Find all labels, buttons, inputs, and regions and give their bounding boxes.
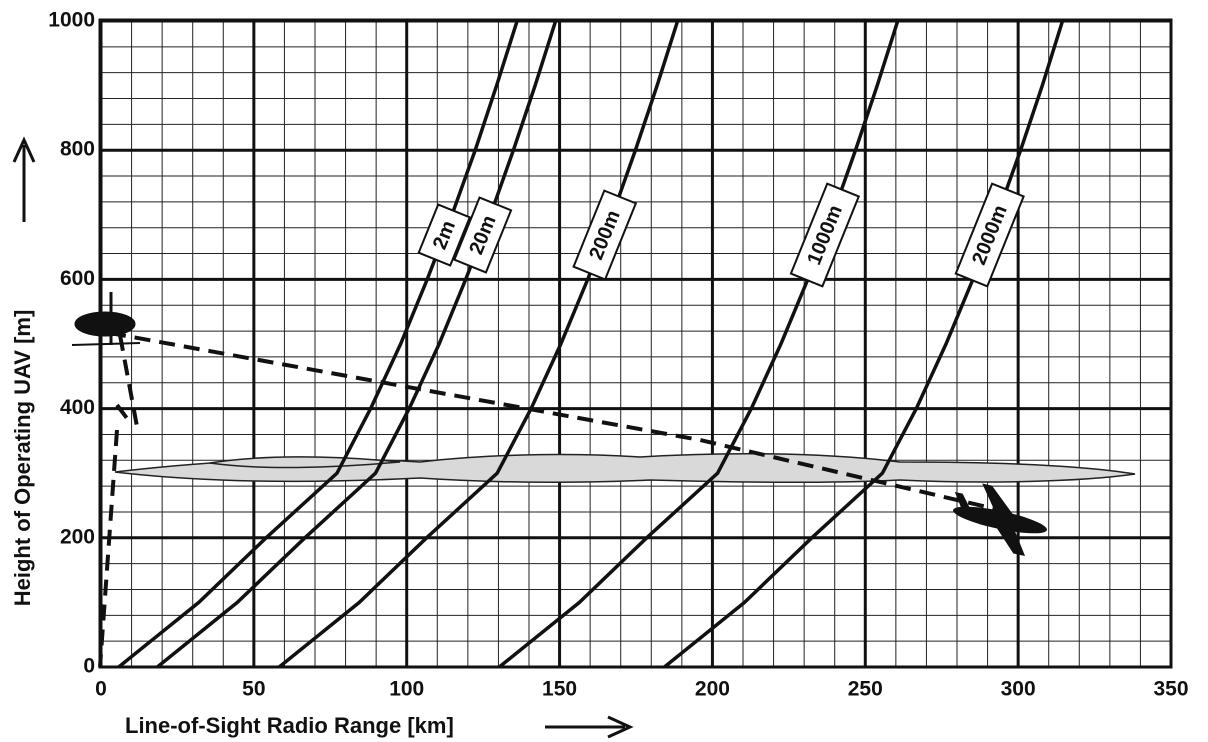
x-tick-label: 100 <box>389 678 424 701</box>
curve-label-group: 200m <box>572 189 638 281</box>
curve-label-box <box>954 182 1025 288</box>
cloud <box>114 452 1136 484</box>
curve <box>663 20 1065 669</box>
airplane-icon <box>953 483 1047 556</box>
curve <box>156 20 558 669</box>
x-tick-label: 150 <box>542 678 577 701</box>
curve <box>498 20 900 669</box>
curve-label-group: 2000m <box>954 182 1025 288</box>
relay-paths <box>98 331 1001 668</box>
x-axis-label: Line-of-Sight Radio Range [km] <box>125 713 454 738</box>
curve-label-box <box>789 182 861 288</box>
x-tick-label: 200 <box>695 678 730 701</box>
x-tick-label: 0 <box>95 678 107 701</box>
plot-frame <box>98 18 1173 669</box>
y-tick-label: 400 <box>60 396 95 419</box>
curve <box>117 20 519 669</box>
x-tick-label: 250 <box>848 678 883 701</box>
y-axis-arrow <box>12 136 36 222</box>
y-tick-label: 0 <box>83 655 95 678</box>
curve-label-group: 1000m <box>789 182 861 288</box>
curves <box>117 20 1065 669</box>
curve <box>278 20 680 669</box>
y-tick-label: 1000 <box>48 9 95 32</box>
y-tick-label: 800 <box>60 138 95 161</box>
x-axis-arrow <box>545 715 634 739</box>
curve-label-box <box>453 196 513 274</box>
curve-label-box <box>417 203 472 267</box>
x-tick-label: 300 <box>1001 678 1036 701</box>
x-tick-label: 50 <box>242 678 265 701</box>
labels: 0 50 100 150 200 250 300 350 0 200 400 600 800 1000 2m… <box>48 9 1188 701</box>
curve-label-box <box>572 189 638 281</box>
y-axis-label: Height of Operating UAV [m] <box>10 310 35 607</box>
grid <box>99 19 1173 669</box>
curve-label-group: 2m <box>417 203 472 267</box>
helicopter-icon <box>71 292 141 346</box>
y-tick-label: 600 <box>60 267 95 290</box>
x-tick-label: 350 <box>1153 678 1188 701</box>
curve-label-group: 20m <box>453 196 513 274</box>
y-tick-label: 200 <box>60 525 95 548</box>
